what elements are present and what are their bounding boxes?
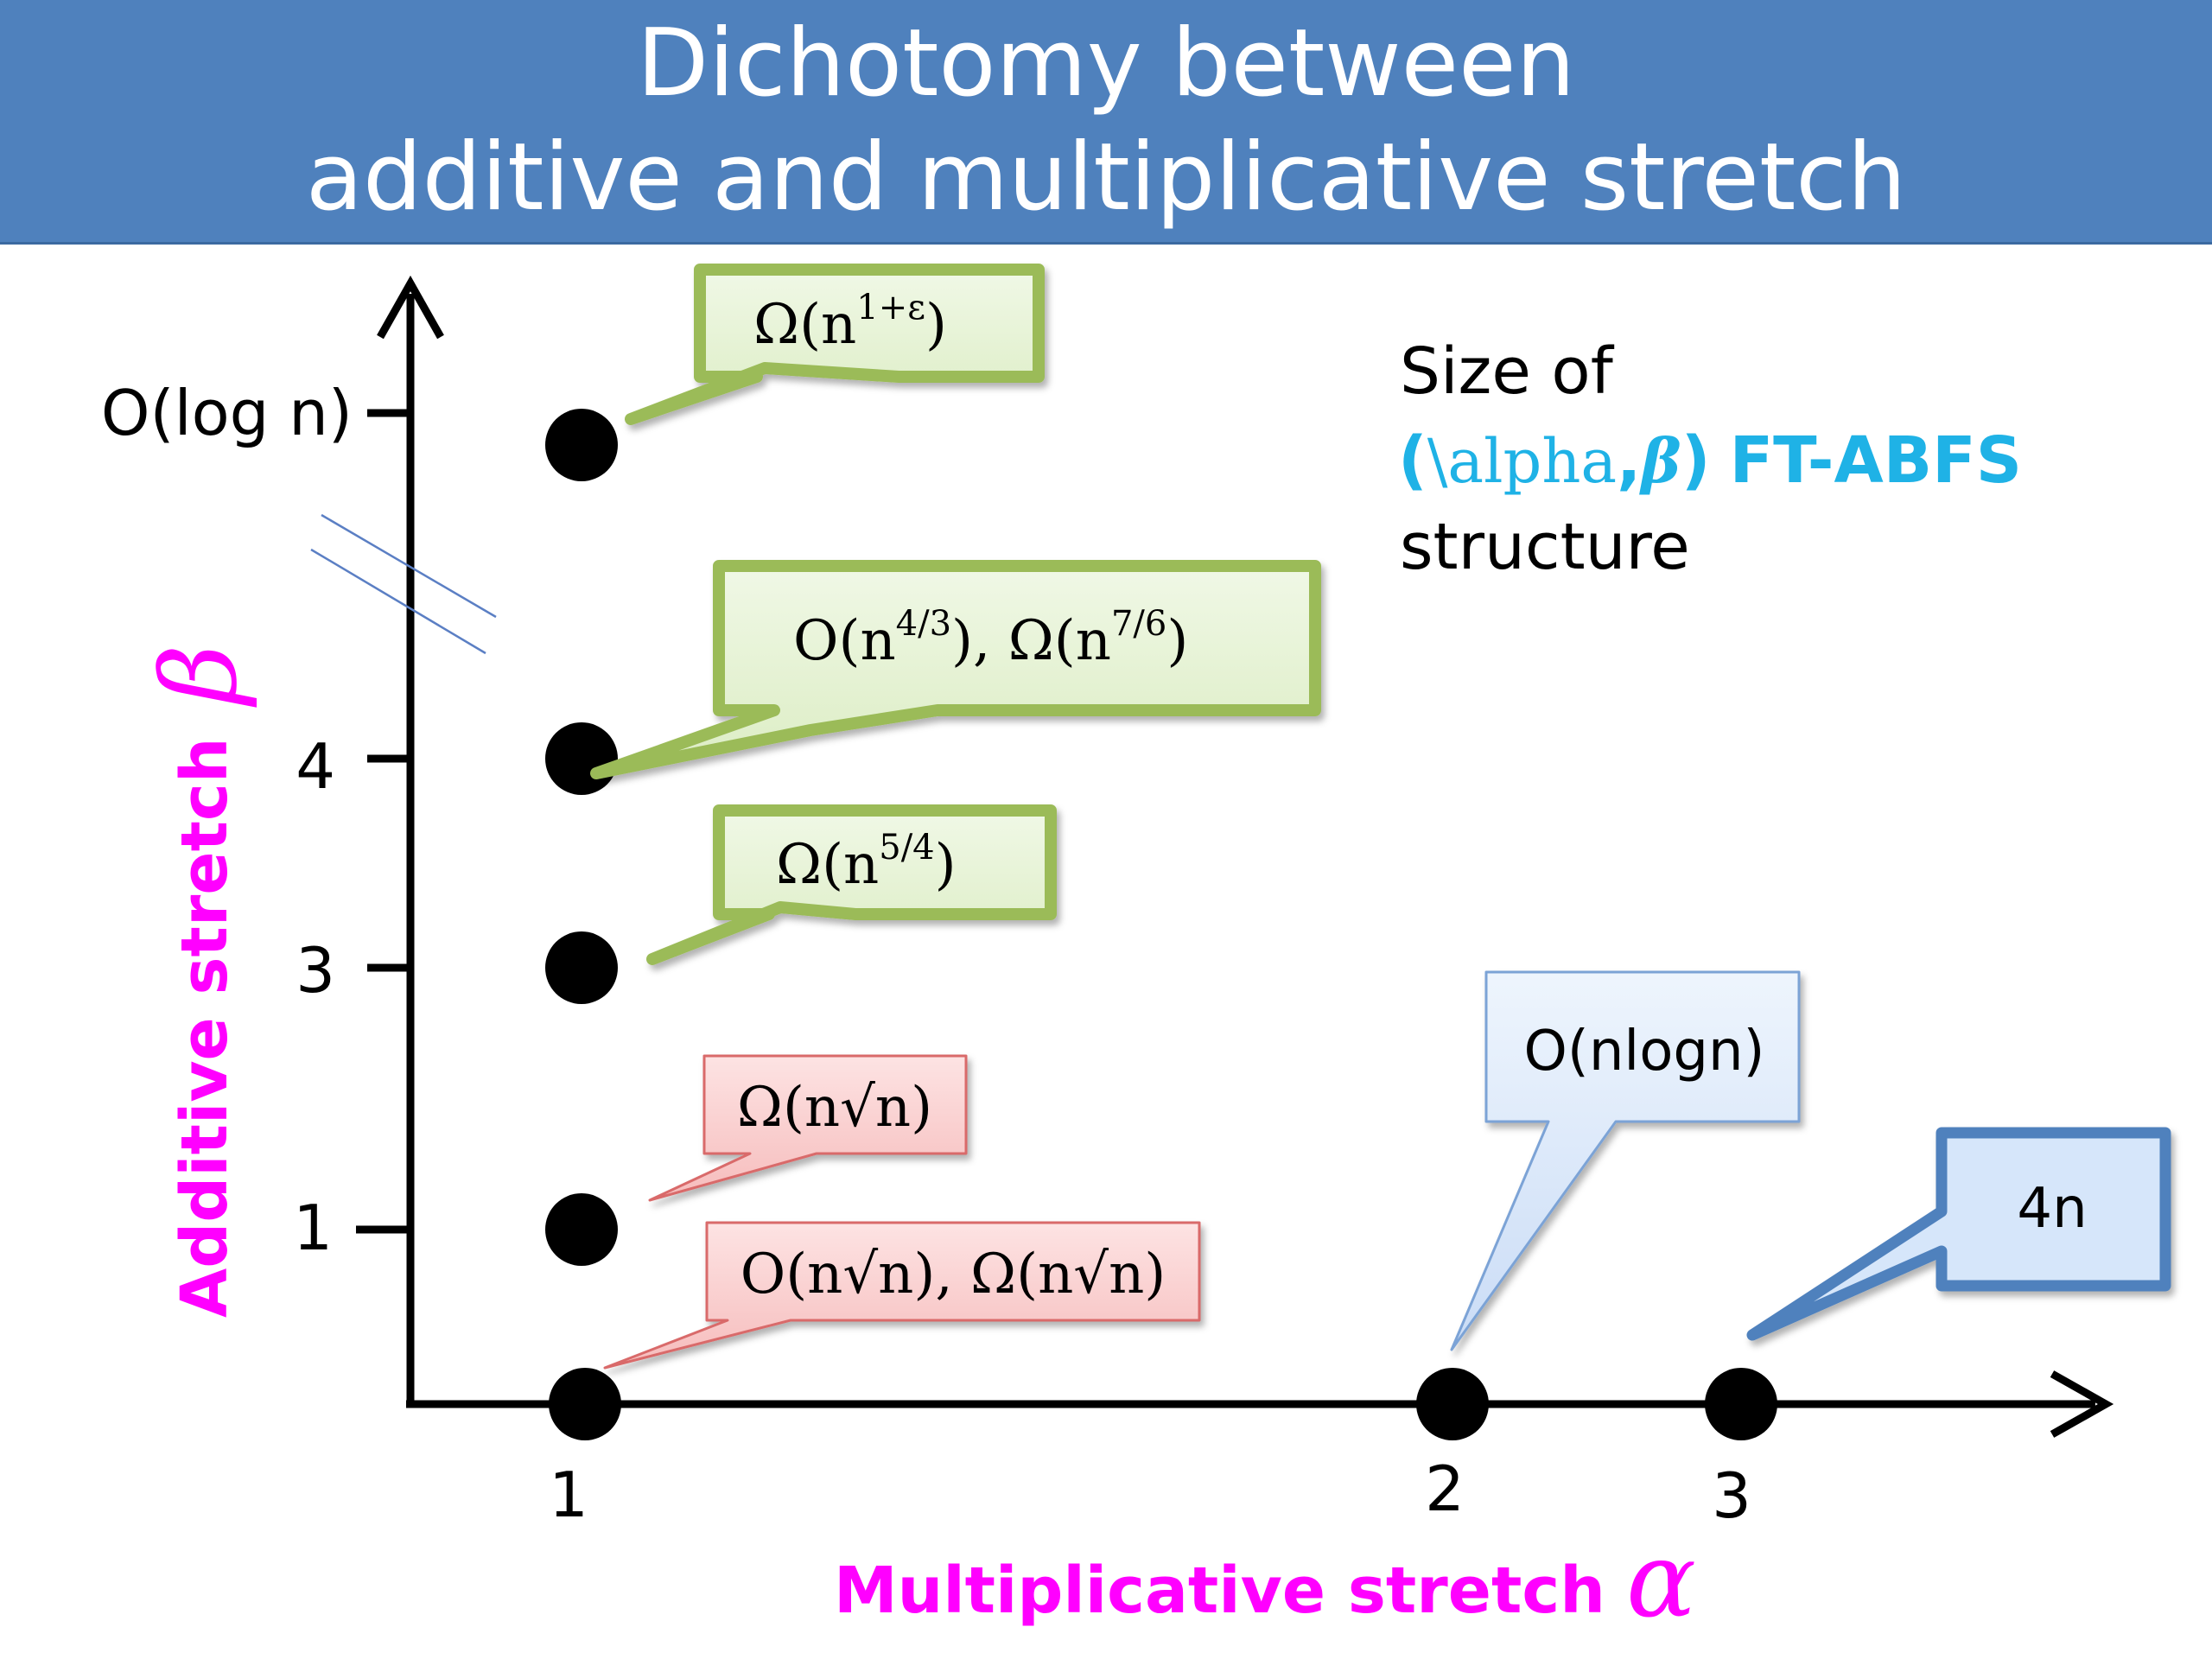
callout-6-bubble	[1450, 970, 1801, 1351]
caption-alpha-tex: \alpha	[1427, 426, 1617, 497]
callout-4-text: Ω(n√n)	[737, 1076, 932, 1140]
callout-1-sup: 1+ε	[856, 288, 925, 327]
callout-4n: 4n	[1746, 1127, 2171, 1341]
y-axis-title: Additive stretch β	[140, 645, 260, 1318]
callout-5-bubble	[603, 1221, 1201, 1370]
size-caption: Size of (\alpha,β) FT-ABFS structure	[1398, 334, 2022, 584]
callout-7-text: 4n	[2017, 1177, 2087, 1241]
callout-3-end: )	[935, 833, 957, 897]
callout-o-nlogn: O(nlogn)	[1450, 970, 1801, 1351]
callout-o-n-sqrt-n-omega-n-sqrt-n: O(n√n), Ω(n√n)	[603, 1221, 1201, 1370]
point-1-3	[545, 931, 618, 1004]
callout-3-text: Ω(n5/4)	[776, 828, 957, 897]
caption-line-3: structure	[1400, 510, 1690, 584]
x-axis-title: Multiplicative stretch α	[834, 1521, 1696, 1641]
x-axis-arrowhead	[2050, 1370, 2114, 1438]
axis-break-mark	[310, 548, 486, 655]
callout-1-base: Ω(n	[753, 293, 856, 357]
caption-ft-abfs: FT-ABFS	[1730, 423, 2022, 498]
callout-6-text: O(nlogn)	[1524, 1020, 1765, 1084]
y-tick-label-4: 4	[296, 730, 335, 803]
y-tick-label-logn: O(log n)	[101, 377, 353, 449]
point-1-logn	[545, 409, 618, 481]
point-1-0	[549, 1368, 621, 1440]
caption-close-paren: )	[1681, 423, 1711, 498]
callout-1-end: )	[925, 293, 947, 357]
x-axis-title-text: Multiplicative stretch	[834, 1554, 1605, 1628]
callout-3-sup: 5/4	[879, 828, 934, 868]
point-1-4	[545, 722, 618, 795]
axis-break-mark	[321, 513, 497, 619]
point-3-0	[1705, 1368, 1777, 1440]
caption-line-2: (\alpha,β) FT-ABFS	[1398, 423, 2022, 498]
callout-2-end: )	[1166, 609, 1188, 673]
callout-3-base: Ω(n	[776, 833, 879, 897]
y-tick-label-1: 1	[293, 1192, 333, 1264]
x-tick-label-2: 2	[1425, 1452, 1465, 1525]
callout-7-bubble	[1746, 1127, 2171, 1341]
callout-2-text: O(n4/3), Ω(n7/6)	[793, 604, 1188, 673]
point-1-1	[545, 1193, 618, 1266]
caption-line-1: Size of	[1400, 334, 1615, 409]
title-banner: Dichotomy between additive and multiplic…	[0, 0, 2212, 245]
callout-1-bubble	[625, 264, 1045, 425]
callout-5-text: O(n√n), Ω(n√n)	[741, 1243, 1166, 1306]
title-line-1: Dichotomy between	[637, 10, 1575, 118]
point-2-0	[1416, 1368, 1489, 1440]
caption-beta: β	[1638, 425, 1681, 497]
callout-2-bubble	[590, 560, 1321, 779]
callout-2-mid: ), Ω(n	[951, 609, 1111, 673]
caption-comma: ,	[1617, 423, 1641, 498]
callout-omega-n-sqrt-n: Ω(n√n)	[648, 1054, 968, 1202]
y-axis-title-text: Additive stretch	[168, 737, 242, 1318]
x-tick-label-1: 1	[549, 1459, 588, 1531]
callout-3-bubble	[646, 804, 1057, 965]
alpha-symbol: α	[1626, 1521, 1696, 1641]
callout-1-text: Ω(n1+ε)	[753, 288, 947, 357]
y-tick-label-3: 3	[296, 934, 335, 1007]
axes: O(log n) 4 3 1 1 2 3	[101, 275, 2114, 1532]
callout-omega-n-5-4: Ω(n5/4)	[646, 804, 1057, 965]
caption-open-paren: (	[1398, 423, 1427, 498]
beta-symbol: β	[140, 645, 260, 708]
x-tick-label-3: 3	[1712, 1459, 1751, 1532]
title-line-2: additive and multiplicative stretch	[305, 124, 1907, 232]
callout-4-bubble	[648, 1054, 968, 1202]
callout-2-b-sup: 7/6	[1111, 604, 1166, 644]
callout-o-n-4-3-omega-n-7-6: O(n4/3), Ω(n7/6)	[590, 560, 1321, 779]
y-axis-arrowhead	[377, 275, 444, 340]
callout-omega-n-1-plus-eps: Ω(n1+ε)	[625, 264, 1045, 425]
callout-2-a: O(n	[793, 609, 896, 673]
callout-2-a-sup: 4/3	[896, 604, 951, 644]
data-points	[545, 409, 1777, 1440]
